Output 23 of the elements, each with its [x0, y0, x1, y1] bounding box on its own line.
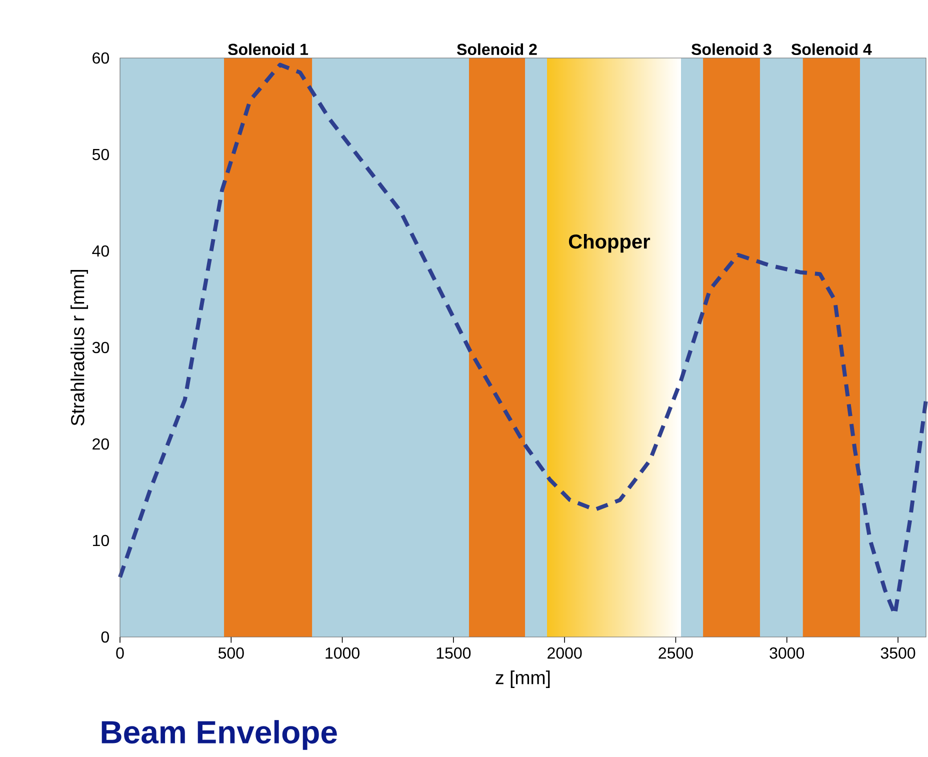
x-tick-label: 500	[218, 647, 244, 659]
y-tick-label: 50	[92, 148, 109, 160]
y-tick-label: 40	[92, 245, 109, 257]
y-tick-label: 30	[92, 342, 109, 354]
x-tick-label: 3500	[880, 647, 916, 659]
x-tick-label: 2500	[658, 647, 693, 659]
x-tick-label: 1000	[326, 647, 360, 659]
band-label: Solenoid 2	[457, 43, 537, 56]
y-axis-title: Strahlradius r [mm]	[70, 270, 88, 426]
x-tick-label: 2000	[548, 647, 582, 659]
x-axis-title: z [mm]	[496, 670, 550, 688]
x-tick-label: 3000	[770, 647, 804, 659]
x-tick-label: 1500	[436, 647, 471, 659]
band-label: Solenoid 4	[791, 43, 872, 56]
y-tick-label: 20	[92, 438, 109, 450]
band-label: Solenoid 1	[228, 43, 308, 56]
y-tick-label: 10	[93, 534, 109, 546]
y-tick-label: 60	[92, 52, 109, 64]
annotation: Chopper	[568, 234, 650, 253]
band-label: Solenoid 3	[692, 43, 772, 56]
text: Beam Envelope	[102, 720, 337, 750]
x-tick-label: 0	[116, 647, 124, 659]
y-tick-label: 0	[101, 631, 109, 643]
